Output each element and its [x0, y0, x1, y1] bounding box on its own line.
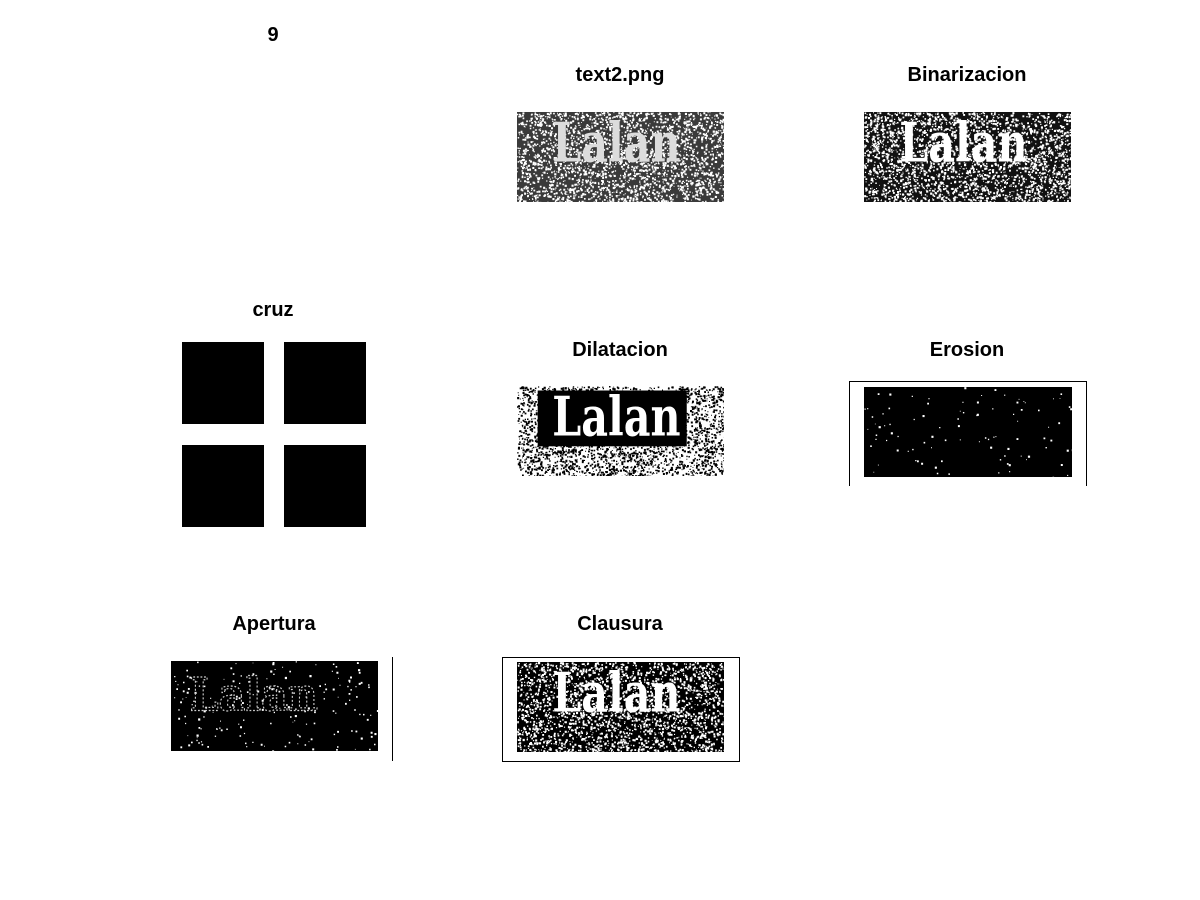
- closing-image: Lalan: [517, 662, 724, 752]
- binarized-noise-image: Lalan: [864, 112, 1071, 202]
- dilation-noise-image: Lalan: [517, 386, 724, 476]
- cross-quadrant-bottom-left: [182, 445, 264, 527]
- binarized-title: Binarizacion: [907, 64, 1027, 86]
- structuring-element-title: cruz: [252, 299, 294, 321]
- binarized-image: Lalan: [864, 112, 1071, 202]
- opening-image-text: Lalan: [190, 668, 318, 722]
- dilation-image: Lalan: [517, 386, 724, 476]
- dilation-image-text: Lalan: [552, 386, 680, 449]
- structuring-element-image: [182, 342, 366, 527]
- opening-title: Apertura: [232, 613, 316, 635]
- opening-image: Lalan: [171, 661, 378, 751]
- original-noise-image: Lalan: [517, 112, 724, 202]
- binarized-image-text: Lalan: [899, 112, 1027, 175]
- erosion-image-frame: [849, 381, 1087, 486]
- erosion-image: [864, 387, 1072, 477]
- original-title: text2.png: [575, 64, 665, 86]
- closing-image-text: Lalan: [552, 662, 680, 725]
- cross-quadrant-top-left: [182, 342, 264, 424]
- closing-noise-image: Lalan: [517, 662, 724, 752]
- erosion-title: Erosion: [929, 339, 1005, 361]
- closing-title: Clausura: [577, 613, 663, 635]
- opening-noise-image: Lalan: [171, 661, 378, 751]
- figure-number: 9: [267, 24, 279, 46]
- dilation-title: Dilatacion: [572, 339, 668, 361]
- cross-quadrant-bottom-right: [284, 445, 366, 527]
- original-image-text: Lalan: [552, 112, 680, 175]
- erosion-noise-image: [864, 387, 1072, 477]
- original-image: Lalan: [517, 112, 724, 202]
- cross-quadrant-top-right: [284, 342, 366, 424]
- opening-frame-right-edge: [392, 657, 393, 761]
- closing-image-frame: Lalan: [502, 657, 740, 762]
